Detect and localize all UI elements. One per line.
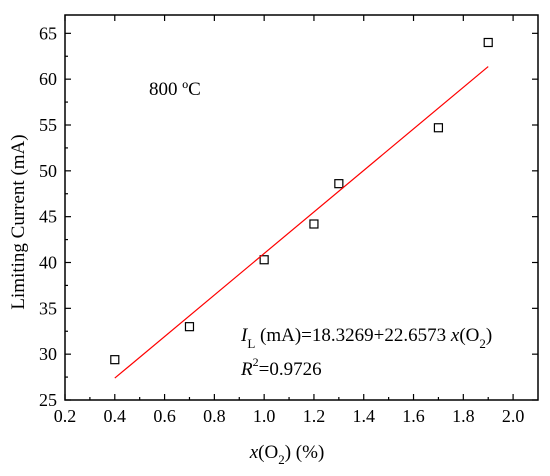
data-points xyxy=(110,37,493,365)
eq-var: x xyxy=(450,325,460,346)
x-tick-label: 1.8 xyxy=(452,406,475,426)
y-axis-title: Limiting Current (mA) xyxy=(8,134,29,309)
x-title-subscript: 2 xyxy=(278,452,285,467)
y-tick-label: 40 xyxy=(39,253,57,273)
plot-area: 0.2 0.4 0.6 0.8 1.0 1.2 1.4 1.6 1.8 2.0 25 30 35 40 45… xyxy=(39,14,539,426)
data-point xyxy=(483,37,493,48)
y-tick-label: 65 xyxy=(39,23,57,43)
temperature-label: 800 ºC xyxy=(149,79,201,100)
eq-close: ) xyxy=(486,325,492,346)
y-tick-label: 55 xyxy=(39,115,57,135)
x-tick-label: 1.6 xyxy=(402,406,425,426)
x-tick-label: 1.0 xyxy=(253,406,276,426)
x-tick-label: 2.0 xyxy=(502,406,525,426)
y-tick-label: 30 xyxy=(39,344,57,364)
r2-symbol: R xyxy=(240,359,253,380)
x-tick-label: 1.2 xyxy=(303,406,326,426)
x-title-unit: ) (%) xyxy=(285,442,325,463)
eq-body: (mA)=18.3269+22.6573 xyxy=(255,325,451,346)
y-tick-label: 45 xyxy=(39,207,57,227)
x-tick-label: 1.4 xyxy=(352,406,375,426)
data-point xyxy=(334,179,344,189)
r2-value: =0.9726 xyxy=(259,359,322,380)
data-point xyxy=(110,355,120,365)
r2-superscript: 2 xyxy=(253,355,259,369)
y-tick-label: 35 xyxy=(39,298,57,318)
x-tick-label: 0.2 xyxy=(54,406,77,426)
fit-equation: IL (mA)=18.3269+22.6573 x(O2) xyxy=(240,325,492,351)
fit-line xyxy=(114,66,489,379)
fit-line-group xyxy=(114,66,489,379)
x-tick-label: 0.4 xyxy=(104,406,127,426)
eq-subscript: L xyxy=(247,336,255,351)
x-axis-title: x(O2) (%) xyxy=(249,442,325,467)
eq-symbol: I xyxy=(240,325,249,346)
data-point xyxy=(433,123,444,133)
y-tick-label: 60 xyxy=(39,69,57,89)
r-squared-label: R2=0.9726 xyxy=(240,355,322,380)
y-tick-label: 50 xyxy=(39,161,57,181)
x-tick-label: 0.6 xyxy=(153,406,176,426)
eq-o: (O xyxy=(459,325,479,346)
y-tick-label: 25 xyxy=(39,390,57,410)
x-tick-label: 0.8 xyxy=(203,406,226,426)
data-point xyxy=(309,219,319,229)
data-point xyxy=(184,322,195,332)
eq-o-subscript: 2 xyxy=(479,336,486,351)
data-point xyxy=(259,255,269,265)
plot-frame xyxy=(64,14,539,401)
x-title-var: x xyxy=(249,442,259,463)
x-title-o: (O xyxy=(258,442,278,463)
